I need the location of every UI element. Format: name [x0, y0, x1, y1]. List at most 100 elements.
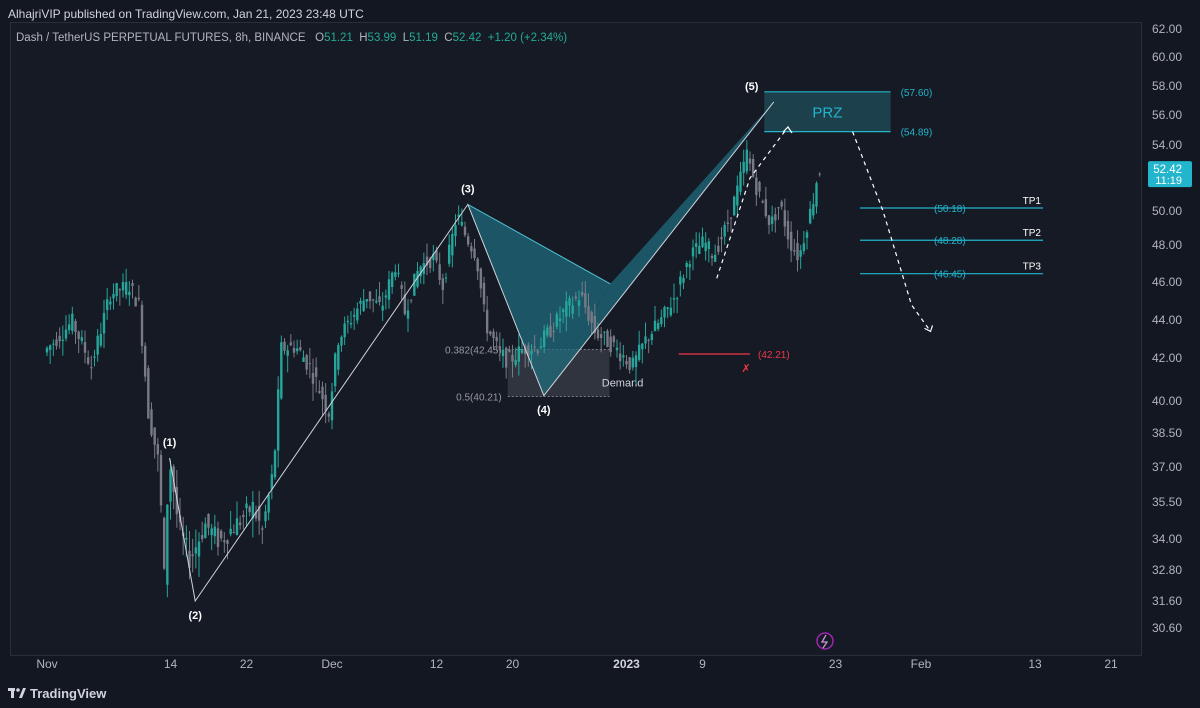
candle-body: [204, 523, 207, 539]
y-tick-label: 34.00: [1152, 532, 1182, 546]
lightning-icon: [820, 634, 829, 649]
candle-body: [83, 341, 87, 353]
candle-body: [558, 318, 562, 322]
candle-body: [470, 246, 473, 252]
candle-body: [520, 349, 524, 353]
candle-body: [641, 343, 644, 350]
candle-body: [644, 336, 647, 344]
candle-body: [254, 511, 258, 519]
candle-body: [185, 537, 188, 540]
x-tick-label: 14: [164, 657, 178, 671]
candle-body: [609, 336, 612, 353]
candle-body: [476, 258, 479, 272]
candle-body: [546, 327, 549, 336]
target-value: (50.18): [934, 204, 966, 215]
candle-body: [67, 324, 71, 331]
candle-body: [637, 344, 641, 360]
candle-body: [375, 300, 378, 303]
candle-body: [802, 243, 806, 251]
wave-point-label: (3): [461, 183, 475, 195]
candle-body: [517, 346, 521, 362]
candle-body: [577, 300, 581, 306]
candle-body: [270, 474, 274, 490]
wave-point-label: (1): [163, 437, 177, 449]
candle-body: [552, 331, 555, 333]
candle-body: [729, 217, 733, 219]
candle-body: [593, 316, 597, 334]
candle-body: [118, 289, 122, 291]
high-value: 53.99: [367, 32, 397, 44]
candle-body: [612, 336, 616, 343]
y-tick-label: 37.00: [1152, 460, 1182, 474]
candle-body: [232, 532, 236, 534]
close-value: 52.42: [452, 32, 482, 44]
candle-body: [365, 298, 369, 302]
candle-body: [330, 391, 334, 421]
candle-body: [48, 345, 52, 350]
candle-body: [337, 345, 340, 370]
candle-body: [223, 540, 226, 543]
candle-body: [362, 300, 365, 311]
candle-body: [77, 331, 80, 340]
candle-body: [783, 210, 787, 227]
candle-body: [603, 331, 606, 333]
candle-body: [115, 283, 118, 297]
candle-body: [533, 346, 536, 348]
candle-body: [691, 247, 695, 257]
candle-body: [745, 149, 749, 172]
candle-body: [777, 207, 780, 209]
candle-body: [286, 350, 289, 356]
candle-body: [400, 285, 403, 289]
candle-body: [257, 505, 261, 521]
candle-body: [327, 413, 331, 417]
y-tick-label: 48.00: [1152, 238, 1182, 252]
candle-body: [761, 201, 764, 203]
candle-body: [235, 518, 239, 535]
y-tick-label: 30.60: [1152, 621, 1182, 635]
candle-body: [473, 248, 476, 259]
change-value: +1.20 (+2.34%): [487, 32, 568, 44]
candle-body: [140, 304, 144, 347]
candle-body: [647, 339, 650, 341]
prz-zone: [764, 91, 891, 132]
candle-body: [378, 296, 381, 303]
y-tick-label: 62.00: [1152, 22, 1182, 36]
y-tick-label: 54.00: [1152, 138, 1182, 152]
candle-body: [571, 305, 574, 314]
candle-body: [64, 329, 68, 339]
candle-body: [694, 243, 698, 247]
candle-body: [786, 220, 790, 240]
candle-body: [276, 389, 280, 451]
symbol-name: Dash / TetherUS PERPETUAL FUTURES, 8h, B…: [16, 32, 306, 44]
candle-body: [511, 355, 514, 362]
footer-brand[interactable]: TradingView: [30, 686, 107, 701]
candle-body: [780, 201, 783, 207]
candle-body: [346, 320, 350, 323]
candle-body: [561, 309, 565, 312]
candle-body: [283, 341, 286, 351]
candle-body: [238, 522, 242, 525]
wave-point-label: (5): [745, 81, 759, 93]
target-value: (48.28): [934, 236, 966, 247]
candle-body: [444, 277, 448, 279]
x-tick-label: 23: [829, 657, 843, 671]
candle-body: [460, 221, 464, 226]
candle-body: [815, 183, 818, 207]
last-price-badge: [1148, 161, 1192, 188]
candle-body: [574, 296, 578, 299]
low-label: L: [402, 32, 410, 44]
candle-body: [169, 469, 172, 502]
candle-body: [226, 540, 229, 544]
candle-body: [419, 266, 422, 277]
candle-body: [425, 256, 429, 266]
candle-body: [622, 355, 625, 358]
candle-body: [628, 357, 631, 370]
candle-body: [669, 307, 673, 316]
candle-body: [767, 215, 771, 225]
candle-body: [732, 196, 736, 216]
candle-body: [311, 373, 315, 384]
candle-body: [590, 311, 593, 323]
candle-body: [539, 346, 543, 349]
candle-body: [264, 511, 267, 522]
